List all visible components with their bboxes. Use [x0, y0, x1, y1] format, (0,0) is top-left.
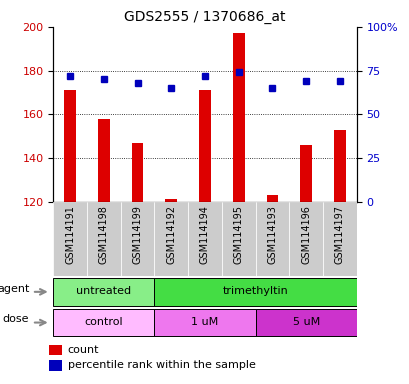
- Bar: [299, 145, 311, 202]
- Bar: [255, 309, 356, 336]
- Text: GSM114199: GSM114199: [132, 205, 142, 264]
- Text: untreated: untreated: [76, 286, 131, 296]
- Bar: [154, 309, 255, 336]
- Bar: [49, 360, 61, 371]
- Bar: [131, 142, 143, 202]
- Bar: [232, 33, 244, 202]
- Title: GDS2555 / 1370686_at: GDS2555 / 1370686_at: [124, 10, 285, 25]
- Text: dose: dose: [3, 314, 29, 324]
- Text: 1 uM: 1 uM: [191, 317, 218, 327]
- Bar: [87, 202, 120, 276]
- Bar: [333, 129, 345, 202]
- Bar: [289, 202, 322, 276]
- Bar: [154, 278, 356, 306]
- Bar: [199, 90, 210, 202]
- Text: count: count: [67, 345, 99, 355]
- Text: control: control: [84, 317, 123, 327]
- Text: GSM114195: GSM114195: [233, 205, 243, 264]
- Text: percentile rank within the sample: percentile rank within the sample: [67, 360, 255, 371]
- Bar: [64, 90, 76, 202]
- Bar: [120, 202, 154, 276]
- Text: GSM114198: GSM114198: [99, 205, 109, 264]
- Bar: [98, 119, 110, 202]
- Text: agent: agent: [0, 284, 29, 294]
- Text: 5 uM: 5 uM: [292, 317, 319, 327]
- Bar: [255, 202, 289, 276]
- Bar: [221, 202, 255, 276]
- Bar: [322, 202, 356, 276]
- Text: GSM114197: GSM114197: [334, 205, 344, 264]
- Bar: [53, 202, 87, 276]
- Bar: [266, 195, 278, 202]
- Text: GSM114194: GSM114194: [200, 205, 209, 264]
- Text: trimethyltin: trimethyltin: [222, 286, 288, 296]
- Text: GSM114192: GSM114192: [166, 205, 176, 264]
- Text: GSM114196: GSM114196: [300, 205, 310, 264]
- Bar: [53, 278, 154, 306]
- Bar: [49, 345, 61, 355]
- Text: GSM114193: GSM114193: [267, 205, 277, 264]
- Bar: [165, 199, 177, 202]
- Bar: [154, 202, 188, 276]
- Bar: [188, 202, 221, 276]
- Text: GSM114191: GSM114191: [65, 205, 75, 264]
- Bar: [53, 309, 154, 336]
